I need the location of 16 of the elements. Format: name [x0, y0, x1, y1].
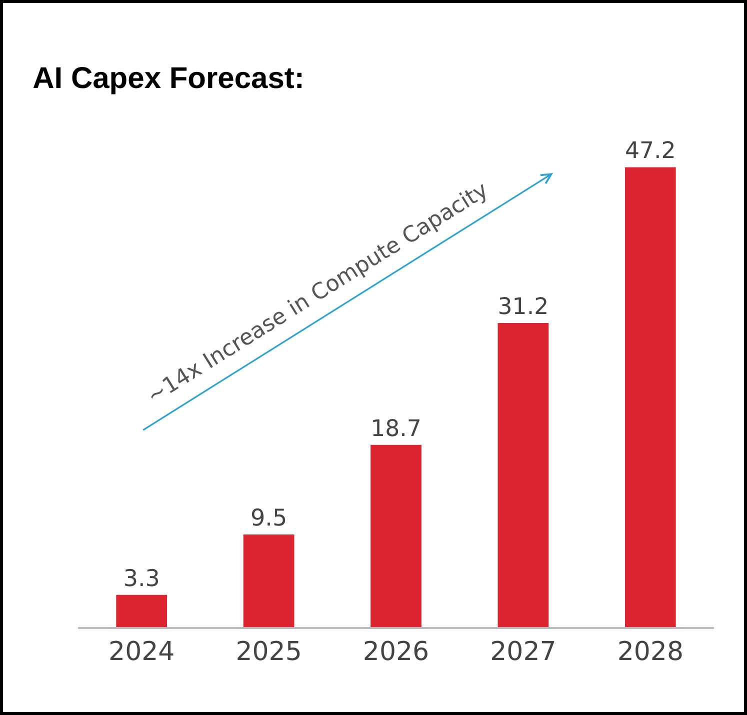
data-label: 47.2: [624, 138, 676, 164]
x-tick-label: 2026: [362, 636, 430, 667]
bar: [116, 594, 168, 627]
bar: [243, 534, 294, 627]
x-tick-label: 2024: [108, 636, 175, 667]
bar: [624, 167, 676, 627]
x-tick-label: 2027: [490, 636, 556, 667]
bar: [498, 323, 549, 627]
x-tick-label: 2028: [617, 636, 684, 667]
data-label: 31.2: [498, 294, 549, 320]
data-label: 9.5: [250, 505, 288, 532]
chart-title: AI Capex Forecast:: [32, 62, 304, 95]
bar: [370, 444, 422, 627]
x-tick-label: 2025: [236, 636, 302, 667]
data-label: 18.7: [370, 416, 422, 442]
data-label: 3.3: [123, 566, 160, 592]
